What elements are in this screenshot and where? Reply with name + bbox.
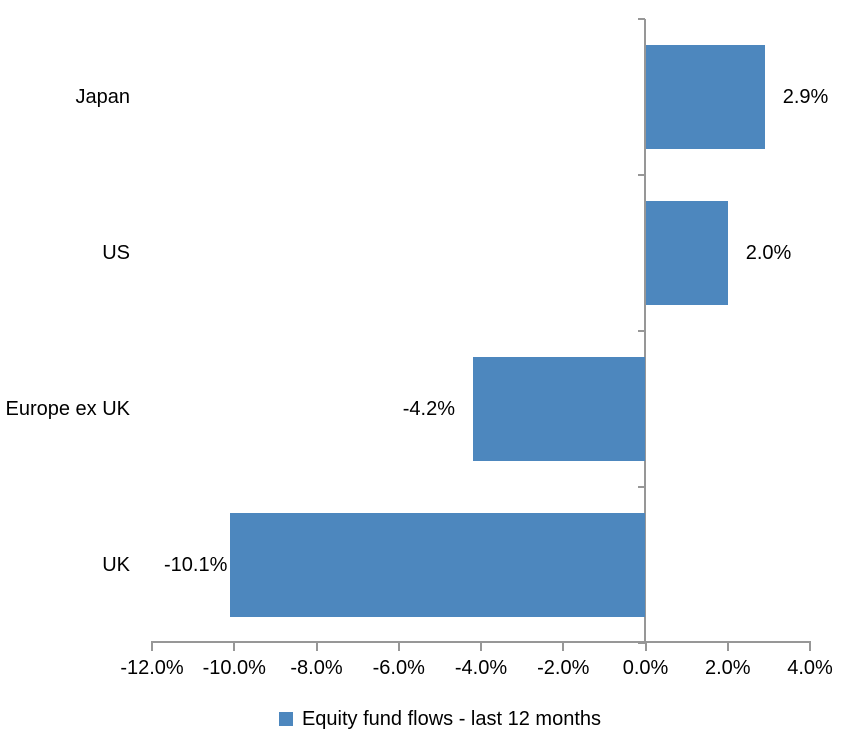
bar-europe-ex-uk bbox=[472, 357, 646, 461]
legend: Equity fund flows - last 12 months bbox=[14, 704, 852, 734]
y-axis-tick bbox=[637, 642, 645, 644]
x-axis-tick bbox=[809, 643, 811, 651]
category-label-us: US bbox=[102, 242, 130, 264]
bar-us bbox=[645, 201, 728, 305]
y-axis-tick bbox=[637, 18, 645, 20]
data-label-us: 2.0% bbox=[745, 242, 792, 264]
category-label-europe-ex-uk: Europe ex UK bbox=[5, 398, 130, 420]
x-tick-label: -8.0% bbox=[290, 657, 343, 679]
x-tick-label: -4.0% bbox=[454, 657, 508, 679]
x-tick-label: -10.0% bbox=[202, 657, 266, 679]
y-axis-tick bbox=[637, 174, 645, 176]
x-axis-tick bbox=[644, 643, 647, 651]
x-axis-tick bbox=[315, 643, 318, 651]
y-axis-tick bbox=[637, 486, 645, 488]
data-label-japan: 2.9% bbox=[782, 86, 829, 108]
x-tick-label: 2.0% bbox=[704, 657, 751, 679]
data-label-europe-ex-uk: -4.2% bbox=[402, 398, 456, 420]
x-tick-label: 0.0% bbox=[622, 657, 669, 679]
category-label-uk: UK bbox=[102, 554, 130, 576]
x-axis-tick bbox=[480, 643, 482, 651]
x-tick-label: -12.0% bbox=[120, 657, 184, 679]
bar-japan bbox=[645, 45, 765, 149]
y-axis-tick bbox=[637, 330, 645, 332]
legend-label: Equity fund flows - last 12 months bbox=[301, 708, 602, 730]
x-axis-tick bbox=[562, 643, 565, 651]
x-tick-label: 4.0% bbox=[787, 657, 833, 679]
x-axis-tick bbox=[151, 643, 153, 651]
x-tick-label: -6.0% bbox=[372, 657, 425, 679]
category-label-japan: Japan bbox=[75, 86, 131, 108]
bar-uk bbox=[230, 513, 646, 617]
x-tick-label: -2.0% bbox=[537, 657, 590, 679]
y-axis-zero-line bbox=[644, 19, 646, 643]
legend-swatch-icon bbox=[278, 712, 293, 726]
x-axis-tick bbox=[726, 643, 729, 651]
x-axis-tick bbox=[397, 643, 400, 651]
x-axis-line bbox=[151, 641, 811, 643]
data-label-uk: -10.1% bbox=[164, 554, 228, 576]
x-axis-tick bbox=[233, 643, 236, 651]
